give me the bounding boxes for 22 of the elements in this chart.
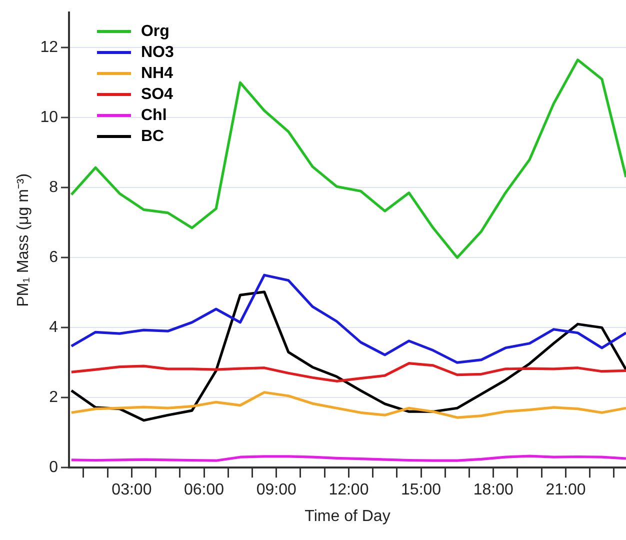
legend-label: NO3 bbox=[140, 42, 174, 63]
legend-label: NH4 bbox=[140, 64, 173, 84]
legend-label: Org bbox=[140, 22, 170, 42]
legend-label: Chl bbox=[140, 106, 167, 126]
y-axis-title: PM₁ Mass (μg m⁻³) bbox=[15, 173, 32, 307]
x-tick-label: 09:00 bbox=[256, 482, 296, 499]
x-axis-title: Time of Day bbox=[304, 508, 390, 525]
y-tick-label: 4 bbox=[49, 319, 58, 336]
x-tick-label: 21:00 bbox=[546, 482, 586, 499]
legend-label: SO4 bbox=[140, 84, 173, 105]
x-tick-label: 18:00 bbox=[473, 482, 514, 499]
y-tick-label: 12 bbox=[40, 39, 58, 56]
x-tick-label: 12:00 bbox=[328, 482, 369, 499]
x-tick-label: 06:00 bbox=[184, 482, 224, 499]
y-tick-label: 2 bbox=[49, 389, 58, 406]
y-tick-label: 8 bbox=[49, 179, 58, 196]
y-tick-label: 0 bbox=[49, 459, 58, 476]
x-tick-label: 03:00 bbox=[112, 482, 152, 499]
x-tick-label: 15:00 bbox=[401, 482, 442, 499]
y-tick-label: 6 bbox=[49, 249, 58, 266]
y-tick-label: 10 bbox=[40, 109, 58, 126]
legend-label: BC bbox=[140, 126, 164, 147]
